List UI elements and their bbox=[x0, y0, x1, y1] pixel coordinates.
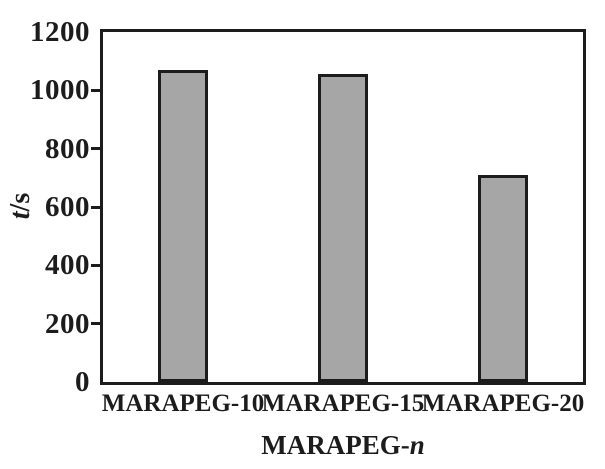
x-axis-title-prefix: MARAPEG- bbox=[261, 430, 410, 460]
x-axis-category-label-marapeg-15: MARAPEG-15 bbox=[261, 390, 425, 417]
y-axis-tick-label-1000: 1000 bbox=[30, 74, 90, 107]
x-axis-title-variable: n bbox=[409, 430, 425, 460]
plot-area bbox=[100, 29, 586, 385]
x-axis-category-label-marapeg-10: MARAPEG-10 bbox=[101, 390, 265, 417]
y-axis-tick-600 bbox=[91, 205, 100, 209]
y-axis-tick-label-400: 400 bbox=[45, 249, 90, 282]
bar-marapeg-15 bbox=[318, 74, 368, 382]
bar-marapeg-10 bbox=[158, 69, 208, 382]
y-axis-tick-label-0: 0 bbox=[75, 366, 90, 398]
bars-container bbox=[103, 32, 583, 382]
y-axis-tick-400 bbox=[91, 263, 100, 267]
y-axis-tick-label-1200: 1200 bbox=[30, 16, 90, 48]
y-axis-tick-800 bbox=[91, 147, 100, 151]
y-axis-tick-label-800: 800 bbox=[45, 132, 90, 165]
bar-marapeg-20 bbox=[478, 174, 528, 382]
y-axis-tick-1000 bbox=[91, 88, 100, 92]
y-axis-tick-200 bbox=[91, 322, 100, 326]
x-axis-title: MARAPEG-n bbox=[100, 430, 586, 461]
y-axis-tick-label-200: 200 bbox=[45, 307, 90, 340]
y-axis-tick-label-600: 600 bbox=[45, 191, 90, 223]
x-axis-category-label-marapeg-20: MARAPEG-20 bbox=[421, 390, 585, 417]
